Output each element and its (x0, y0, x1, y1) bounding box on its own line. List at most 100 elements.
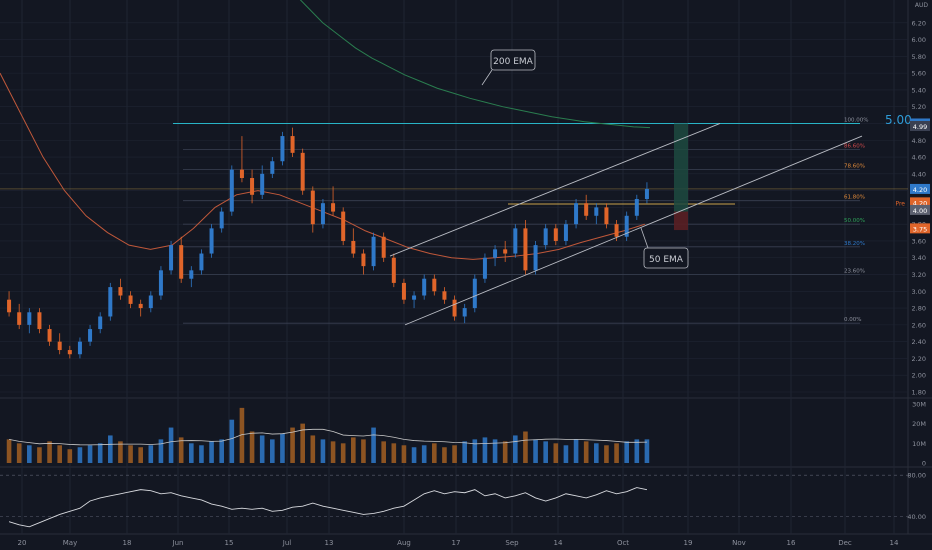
y-tick-label: 5.40 (912, 86, 926, 94)
volume-bar (553, 443, 559, 463)
ema50-callout-box (643, 247, 689, 269)
volume-bar (634, 439, 640, 463)
candle-body (644, 188, 649, 199)
x-tick-label: Sep (505, 539, 519, 547)
fib-level-label: 100.00% (844, 117, 868, 123)
volume-bar (573, 439, 579, 463)
volume-bar (513, 435, 518, 463)
rsi-line (8, 487, 648, 528)
volume-bar (259, 435, 265, 463)
volume-bar (97, 443, 103, 463)
volume-bar (482, 437, 488, 463)
candle-body (128, 295, 133, 304)
volume-bar (401, 445, 407, 463)
volume-axis-label: 20M (912, 420, 926, 428)
fib-level-label: 0.00% (844, 317, 861, 323)
y-tick-label: 5.80 (912, 53, 926, 61)
volume-axis-label: 10M (912, 440, 926, 448)
volume-bar (280, 433, 285, 463)
candle-body (27, 312, 32, 325)
ema200-label: 200 EMA (493, 57, 533, 67)
y-tick-label: 4.40 (912, 170, 926, 178)
ema200-callout-pointer (481, 69, 493, 86)
ema200-callout-box (490, 49, 536, 71)
volume-axis-label: 0 (922, 460, 926, 468)
grid (0, 0, 932, 535)
volume-bar (219, 439, 224, 463)
price-tag (910, 223, 930, 234)
volume-bar (624, 441, 629, 463)
fib-level-label: 61.80% (844, 195, 865, 201)
candle-body (331, 203, 336, 212)
stop-zone (674, 211, 688, 231)
volume-bar (118, 441, 123, 463)
candle-body (158, 270, 163, 296)
candle-body (381, 236, 386, 258)
y-tick-label: 2.40 (912, 338, 926, 346)
volume-bar (340, 443, 346, 463)
x-tick-label: 18 (123, 539, 132, 547)
fib-level-label: 86.60% (844, 143, 865, 149)
candle-body (634, 199, 639, 216)
candle-body (310, 190, 315, 225)
price-tag (910, 120, 930, 131)
candle-body (523, 228, 528, 271)
candle-body (98, 316, 103, 330)
x-tick-label: 16 (787, 539, 796, 547)
y-tick-label: 4.80 (912, 137, 926, 145)
candle-body (422, 278, 427, 296)
y-tick-label: 2.60 (912, 321, 926, 329)
volume-bar (492, 439, 498, 463)
x-tick-label: Nov (732, 539, 746, 547)
ema200-line (299, 0, 651, 129)
target-zone (674, 123, 688, 212)
rsi-axis-label: 40.00 (907, 513, 926, 521)
price-tag (910, 204, 930, 215)
y-tick-label: 4.60 (912, 154, 926, 162)
volume-bar (239, 407, 245, 463)
candle-body (503, 249, 508, 254)
y-tick-label: 3.20 (912, 271, 926, 279)
volume-bar (6, 439, 12, 463)
volume-bar (249, 431, 255, 463)
candle-body (462, 308, 467, 317)
candle-body (219, 211, 224, 229)
y-tick-label: 5.20 (912, 103, 926, 111)
volume-bar (604, 445, 609, 463)
candle-body (270, 161, 275, 174)
target-price-label: 5.00 (885, 113, 912, 127)
candle-body (432, 278, 437, 292)
candle-body (553, 228, 558, 241)
x-tick-label: 17 (452, 539, 461, 547)
candle-body (169, 245, 174, 271)
x-tick-label: Jul (282, 539, 292, 547)
x-tick-label: 13 (325, 539, 334, 547)
axes: 20 May 18 Jun 15 Jul 13 Aug 17 Sep 14 Oct 19 Nov 16 Dec… (18, 2, 930, 547)
candle-body (482, 257, 487, 279)
y-tick-label: 2.20 (912, 355, 926, 363)
volume-bar (300, 423, 305, 463)
y-tick-label: 6.00 (912, 36, 926, 44)
candle-body (452, 299, 457, 317)
candle-body (351, 240, 356, 254)
volume-axis-label: 30M (912, 400, 926, 408)
candle-body (300, 152, 305, 191)
volume-bar (178, 437, 184, 463)
volume-bar (16, 443, 22, 463)
candle-body (138, 303, 143, 309)
x-tick-label: 14 (890, 539, 899, 547)
candle-body (493, 249, 498, 258)
candle-body (624, 215, 629, 237)
candle-body (371, 236, 376, 267)
price-tag (910, 197, 930, 208)
volume-bar (442, 447, 447, 463)
volume-bar (290, 427, 295, 463)
channel-lower-line (404, 135, 863, 326)
candle-body (361, 253, 366, 267)
volume-bar (432, 443, 437, 463)
candle-body (199, 253, 204, 271)
candle-body (47, 329, 52, 342)
candle-body (401, 282, 406, 300)
volume-bar (583, 441, 589, 463)
